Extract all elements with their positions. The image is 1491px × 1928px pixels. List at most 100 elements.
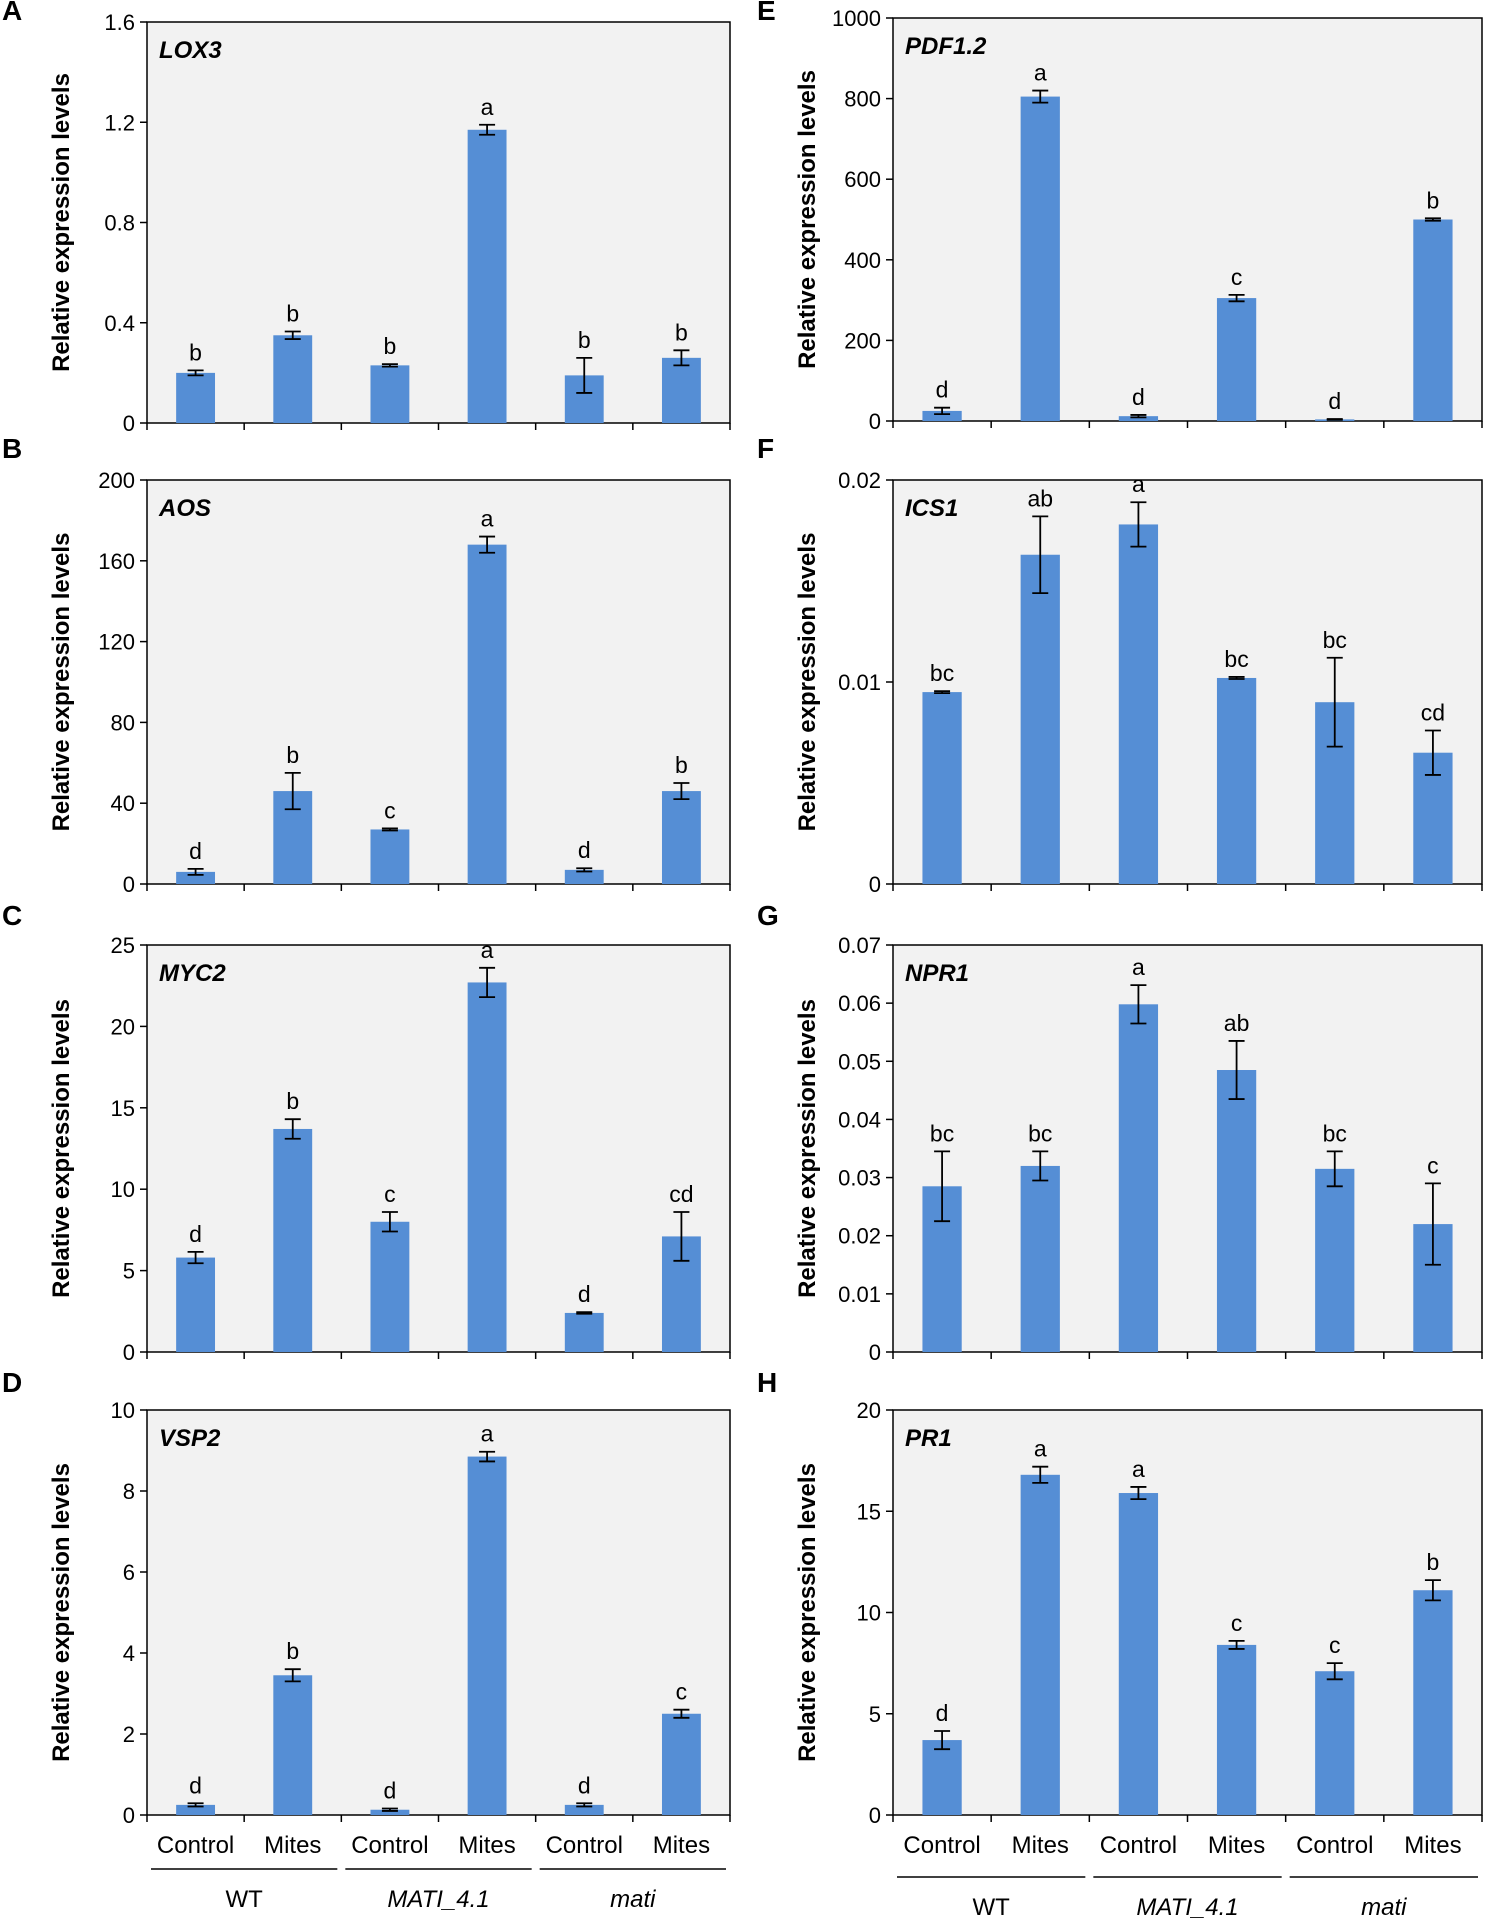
condition-label: Control [546,1832,623,1859]
y-tick-label: 25 [111,933,135,958]
condition-label: Mites [264,1832,321,1859]
bar [467,544,507,884]
bar [922,1740,962,1815]
plot-area [892,1409,1483,1816]
group-label: mati [1361,1894,1407,1921]
bar [1118,524,1159,884]
bar [564,1312,604,1352]
gene-title: PR1 [905,1425,952,1452]
significance-letter: b [384,333,397,359]
condition-label: Control [1100,1832,1177,1859]
significance-letter: ab [1224,1010,1250,1036]
y-tick-label: 4 [123,1641,135,1666]
significance-letter: d [189,1221,202,1247]
significance-letter: b [286,1638,299,1664]
significance-letter: b [286,742,299,768]
bar [273,1675,313,1815]
significance-letter: d [384,1778,397,1804]
panel-letter: F [757,433,774,464]
bar [1216,1070,1257,1352]
condition-label: Control [351,1832,428,1859]
significance-letter: a [481,937,494,963]
bar [176,871,216,884]
bar [176,1257,216,1352]
group-label: WT [973,1894,1011,1921]
bar [370,829,410,884]
y-tick-label: 15 [857,1499,881,1524]
y-tick-label: 0.02 [838,468,881,493]
y-tick-label: 0.4 [104,311,135,336]
panel-letter: C [2,900,22,931]
y-tick-label: 10 [857,1601,881,1626]
y-tick-label: 0.06 [838,991,881,1016]
y-tick-label: 2 [123,1722,135,1747]
significance-letter: bc [1224,646,1248,672]
y-tick-label: 0 [869,1803,881,1828]
group-label: MATI_4.1 [1136,1894,1238,1921]
significance-letter: a [1034,1436,1047,1462]
bar [176,372,216,423]
y-tick-label: 200 [98,468,135,493]
y-tick-label: 400 [844,248,881,273]
y-tick-label: 1.2 [104,110,135,135]
y-tick-label: 0.03 [838,1166,881,1191]
y-tick-label: 1000 [832,6,881,31]
y-tick-label: 20 [111,1014,135,1039]
plot-area [892,479,1483,885]
y-tick-label: 160 [98,549,135,574]
bar [661,791,701,884]
panel-letter: D [2,1367,22,1398]
condition-label: Mites [458,1832,515,1859]
y-tick-label: 0.01 [838,670,881,695]
y-tick-label: 0 [123,872,135,897]
y-tick-label: 0.02 [838,1224,881,1249]
bar [1216,1644,1257,1815]
bar [1020,96,1060,422]
condition-label: Control [1296,1832,1373,1859]
significance-letter: bc [1028,1120,1052,1146]
bar [564,1804,604,1815]
y-tick-label: 0 [869,409,881,434]
significance-letter: b [286,301,299,327]
bar [467,129,507,424]
significance-letter: b [1427,187,1440,213]
plot-area [146,1409,731,1816]
y-axis-label: Relative expression levels [48,533,75,832]
gene-title: AOS [158,495,211,522]
y-tick-label: 10 [111,1177,135,1202]
panel-b: B AOS 0 40 80 120 160 200 Relative expression le… [2,433,731,897]
plot-area [146,21,731,424]
gene-title: VSP2 [159,1425,221,1452]
significance-letter: a [1132,471,1145,497]
panel-letter: E [757,0,776,26]
bar [661,1713,701,1815]
y-tick-label: 0 [123,411,135,436]
y-axis-label: Relative expression levels [794,999,821,1298]
significance-letter: d [189,838,202,864]
significance-letter: a [1034,60,1047,86]
y-tick-label: 5 [869,1702,881,1727]
significance-letter: c [1231,264,1243,290]
panel-d: D VSP2 0 2 4 6 8 10 Relative expression levels d b… [2,1367,731,1913]
significance-letter: b [675,752,688,778]
significance-letter: c [1427,1152,1439,1178]
significance-letter: a [1132,1456,1145,1482]
condition-label: Mites [1208,1832,1265,1859]
bar [564,869,604,884]
significance-letter: bc [1323,627,1347,653]
bar [176,1804,216,1815]
bar [1020,1474,1060,1815]
gene-title: LOX3 [159,37,222,64]
panel-letter: B [2,433,22,464]
significance-letter: d [189,1772,202,1798]
significance-letter: b [286,1088,299,1114]
gene-title: NPR1 [905,960,969,987]
y-tick-label: 0 [123,1803,135,1828]
significance-letter: bc [930,660,954,686]
significance-letter: ab [1027,485,1053,511]
significance-letter: a [481,506,494,532]
panel-e: E PDF1.2 0 200 400 600 800 1000 Relative express… [757,0,1483,434]
y-tick-label: 40 [111,791,135,816]
